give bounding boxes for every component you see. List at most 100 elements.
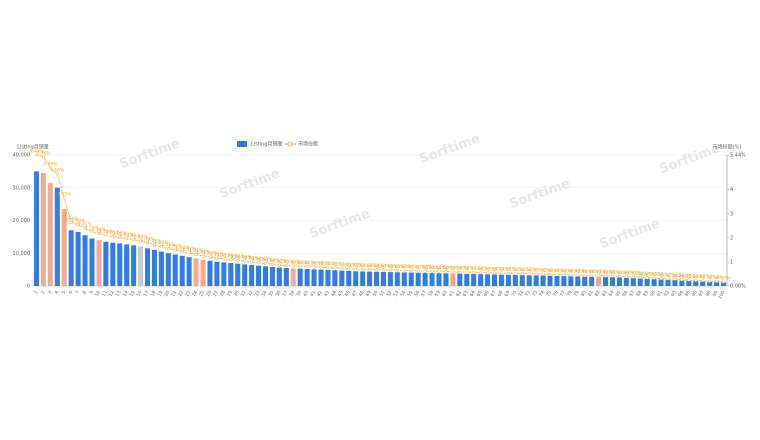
x-tick-label: 44 bbox=[330, 290, 338, 298]
line-point bbox=[139, 239, 143, 243]
bar bbox=[235, 263, 241, 286]
line-point bbox=[451, 270, 455, 274]
y-tick-label: 10,000 bbox=[13, 251, 31, 257]
data-label: 0.25% bbox=[682, 273, 697, 279]
x-tick-label: 41 bbox=[309, 290, 317, 298]
bar bbox=[269, 267, 275, 286]
line-point bbox=[638, 275, 642, 279]
data-label: 0.51% bbox=[515, 267, 530, 273]
data-label: 0.47% bbox=[550, 268, 565, 274]
x-tick-label: 82 bbox=[594, 290, 602, 298]
line-point bbox=[680, 278, 684, 282]
data-label: 0.96% bbox=[251, 256, 266, 262]
bar bbox=[644, 278, 650, 286]
x-tick-label: 26 bbox=[205, 290, 213, 298]
data-label: 1.06% bbox=[231, 254, 246, 260]
bar bbox=[283, 267, 289, 286]
line-point bbox=[83, 226, 87, 230]
line-point bbox=[354, 267, 358, 271]
data-label: 0.28% bbox=[668, 273, 683, 279]
bar bbox=[228, 263, 234, 286]
line-point bbox=[506, 271, 510, 275]
line-point bbox=[687, 278, 691, 282]
x-tick-label: 20 bbox=[163, 290, 171, 298]
x-tick-label: 27 bbox=[212, 290, 220, 298]
data-label: 0.76% bbox=[321, 261, 336, 267]
data-label: 0.81% bbox=[300, 260, 315, 266]
data-label: 0.78% bbox=[314, 261, 329, 267]
x-tick-label: 78 bbox=[566, 290, 574, 298]
bar bbox=[540, 275, 546, 286]
bar bbox=[651, 279, 657, 286]
data-label: 0.36% bbox=[633, 271, 648, 277]
line-point bbox=[180, 250, 184, 254]
x-tick-label: 100 bbox=[717, 290, 727, 301]
bar bbox=[117, 243, 123, 286]
x-tick-label: 64 bbox=[469, 290, 477, 298]
data-label: 0.67% bbox=[376, 263, 391, 269]
bar bbox=[554, 276, 560, 286]
x-tick-label: 1 bbox=[33, 290, 40, 296]
x-tick-label: 65 bbox=[476, 290, 484, 298]
line-point bbox=[534, 272, 538, 276]
bar bbox=[485, 274, 491, 286]
x-tick-label: 31 bbox=[240, 290, 248, 298]
x-tick-label: 81 bbox=[587, 290, 595, 298]
bar bbox=[75, 231, 81, 286]
line-point bbox=[430, 269, 434, 273]
legend-item: Listing月销量 bbox=[237, 141, 282, 148]
line-point bbox=[97, 231, 101, 236]
x-tick-label: 56 bbox=[413, 290, 421, 298]
data-label: 0.52% bbox=[508, 267, 523, 273]
data-label: 0.30% bbox=[661, 272, 676, 278]
bar bbox=[498, 274, 504, 286]
line-point bbox=[374, 268, 379, 272]
bar bbox=[158, 251, 164, 286]
x-tick-label: 72 bbox=[524, 290, 532, 298]
line-point bbox=[569, 273, 573, 277]
line-point bbox=[166, 247, 170, 251]
line-point bbox=[666, 277, 670, 281]
x-tick-label: 62 bbox=[455, 290, 463, 298]
bar bbox=[686, 280, 692, 286]
y-tick-label: 20,000 bbox=[13, 218, 31, 224]
x-tick-label: 90 bbox=[649, 290, 657, 298]
data-label: 1.03% bbox=[238, 255, 253, 261]
bar bbox=[47, 182, 53, 286]
x-tick-label: 97 bbox=[698, 290, 706, 298]
bar bbox=[242, 264, 248, 286]
data-label: 2.25% bbox=[85, 225, 100, 231]
x-tick-label: 68 bbox=[496, 290, 504, 298]
bar bbox=[672, 280, 678, 286]
data-label: 1.43% bbox=[175, 245, 190, 251]
x-tick-label: 9 bbox=[88, 290, 95, 296]
line-point bbox=[104, 233, 108, 237]
bar bbox=[54, 187, 60, 286]
data-label: 0.62% bbox=[418, 265, 433, 271]
x-tick-label: 94 bbox=[677, 290, 685, 298]
x-tick-label: 99 bbox=[712, 290, 720, 298]
line-point bbox=[236, 258, 240, 263]
line-point bbox=[395, 268, 399, 272]
data-label: 0.37% bbox=[626, 271, 641, 277]
x-tick-label: 19 bbox=[156, 290, 164, 298]
line-point bbox=[187, 251, 191, 255]
y2-axis-title: 市场份额(%) bbox=[713, 144, 742, 151]
bar bbox=[533, 275, 539, 286]
data-label: 0.57% bbox=[467, 266, 482, 272]
data-label: 0.60% bbox=[439, 265, 454, 271]
x-tick-label: 77 bbox=[559, 290, 567, 298]
x-tick-label: 54 bbox=[399, 290, 407, 298]
line-point bbox=[222, 257, 226, 261]
bar bbox=[138, 246, 144, 286]
bar bbox=[505, 274, 511, 286]
x-tick-label: 76 bbox=[552, 290, 560, 298]
line-point bbox=[194, 252, 198, 257]
data-label: 1.31% bbox=[189, 248, 204, 254]
bar bbox=[89, 238, 95, 286]
watermark: Sorftime bbox=[307, 206, 372, 242]
line-point bbox=[715, 279, 719, 283]
bar bbox=[707, 281, 713, 286]
x-tick-label: 83 bbox=[601, 290, 609, 298]
